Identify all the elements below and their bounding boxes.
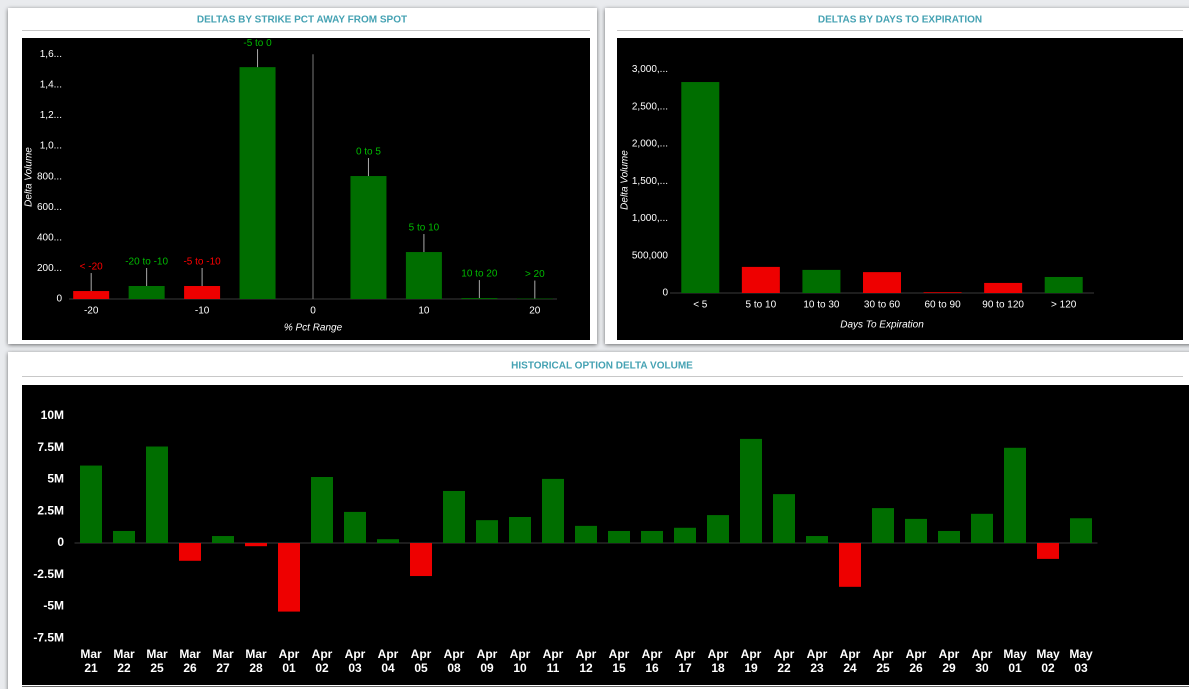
x-tick-label: Apr 15 [608, 647, 630, 675]
x-tick-label: Mar 28 [245, 647, 267, 675]
x-tick-label: Apr 22 [773, 647, 795, 675]
title-rule [22, 376, 1183, 377]
x-tick-label: Apr 17 [674, 647, 696, 675]
plot-area [22, 385, 1189, 685]
x-tick-label: Apr 09 [476, 647, 498, 675]
x-tick-label: Apr 12 [575, 647, 597, 675]
x-tick-label: Apr 23 [806, 647, 828, 675]
title-rule [22, 30, 590, 31]
x-tick-label: May 01 [1003, 647, 1027, 675]
x-tick-label: Apr 19 [740, 647, 762, 675]
x-tick-label: Apr 08 [443, 647, 465, 675]
x-tick-label: Apr 01 [278, 647, 300, 675]
x-tick-label: Apr 05 [410, 647, 432, 675]
x-tick-label: Apr 02 [311, 647, 333, 675]
x-tick-label: Apr 10 [509, 647, 531, 675]
x-tick-label: Apr 24 [839, 647, 861, 675]
x-tick-label: Mar 27 [212, 647, 234, 675]
x-tick-label: Apr 04 [377, 647, 399, 675]
bottom-rule [22, 686, 1189, 687]
x-tick-label: Apr 16 [641, 647, 663, 675]
x-tick-label: Mar 22 [113, 647, 135, 675]
x-tick-label: May 02 [1036, 647, 1060, 675]
x-tick-label: Mar 21 [80, 647, 102, 675]
x-tick-label: May 03 [1069, 647, 1093, 675]
x-tick-label: Apr 30 [971, 647, 993, 675]
x-tick-label: Apr 29 [938, 647, 960, 675]
x-tick-label: Apr 11 [542, 647, 564, 675]
plot-area [617, 38, 1183, 340]
plot-area [22, 38, 590, 340]
x-tick-label: Apr 25 [872, 647, 894, 675]
x-tick-label: Apr 26 [905, 647, 927, 675]
x-tick-label: Apr 03 [344, 647, 366, 675]
x-tick-label: Apr 18 [707, 647, 729, 675]
x-tick-label: Mar 25 [146, 647, 168, 675]
x-tick-label: Mar 26 [179, 647, 201, 675]
title-rule [617, 30, 1183, 31]
